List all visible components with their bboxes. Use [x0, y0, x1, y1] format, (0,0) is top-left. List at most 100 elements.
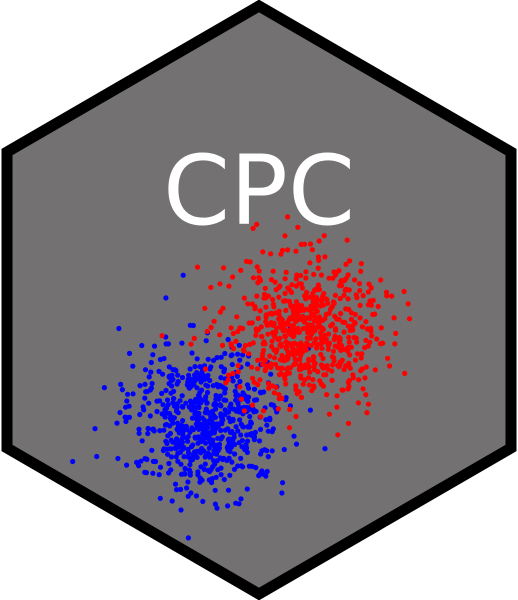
blue-point	[252, 429, 258, 435]
red-point	[221, 265, 227, 271]
red-point	[357, 302, 363, 308]
red-point	[276, 308, 282, 314]
red-point	[291, 362, 297, 368]
red-point	[357, 288, 363, 294]
blue-point	[238, 455, 244, 461]
red-point	[372, 367, 378, 373]
blue-point	[178, 486, 184, 492]
red-point	[268, 277, 275, 283]
blue-point	[236, 342, 242, 348]
red-point	[240, 325, 246, 332]
red-point	[352, 357, 358, 363]
blue-point	[181, 454, 187, 460]
blue-point	[193, 493, 199, 499]
blue-point	[199, 387, 205, 393]
red-point	[245, 301, 251, 307]
red-point	[322, 316, 328, 322]
red-point	[307, 294, 313, 300]
red-point	[338, 347, 344, 353]
red-point	[230, 330, 236, 337]
red-point	[307, 241, 314, 247]
blue-point	[225, 336, 231, 343]
red-point	[271, 355, 278, 361]
red-point	[320, 363, 326, 369]
red-point	[246, 351, 252, 357]
red-point	[323, 372, 329, 378]
blue-point	[236, 501, 242, 507]
blue-point	[186, 385, 192, 391]
blue-point	[200, 431, 206, 437]
blue-point	[228, 437, 234, 443]
red-point	[290, 322, 296, 328]
red-point	[286, 287, 293, 293]
red-point	[322, 332, 328, 338]
blue-point	[221, 369, 227, 375]
blue-point	[117, 409, 123, 416]
red-point	[294, 272, 300, 278]
red-point	[277, 335, 283, 341]
red-point	[276, 392, 282, 398]
blue-point	[283, 395, 289, 401]
blue-point	[166, 381, 172, 387]
red-point	[262, 285, 268, 291]
red-point	[311, 271, 317, 277]
red-point	[241, 348, 247, 354]
blue-point	[231, 466, 238, 472]
red-point	[296, 367, 302, 373]
red-point	[318, 351, 324, 358]
red-point	[283, 269, 289, 275]
red-point	[314, 301, 320, 307]
blue-point	[149, 380, 155, 387]
blue-point	[246, 385, 252, 391]
red-point	[303, 362, 309, 368]
red-point	[270, 301, 276, 307]
red-point	[246, 320, 252, 326]
red-point	[258, 324, 264, 330]
red-point	[365, 302, 371, 308]
red-point	[293, 276, 299, 282]
blue-point	[187, 322, 193, 328]
blue-point	[195, 392, 202, 398]
blue-point	[322, 446, 328, 452]
blue-point	[203, 409, 209, 416]
blue-point	[307, 407, 313, 413]
red-point	[282, 333, 288, 339]
blue-point	[207, 417, 213, 423]
red-point	[347, 327, 353, 333]
blue-point	[150, 458, 156, 464]
red-point	[326, 275, 332, 281]
blue-point	[197, 475, 203, 481]
red-point	[300, 326, 306, 332]
red-point	[363, 319, 369, 325]
blue-point	[164, 421, 170, 428]
red-point	[355, 400, 361, 406]
blue-point	[147, 387, 153, 393]
blue-point	[141, 407, 147, 413]
blue-point	[251, 386, 258, 392]
red-point	[233, 338, 239, 344]
red-point	[365, 343, 371, 349]
blue-point	[189, 415, 196, 421]
red-point	[330, 348, 337, 354]
red-point	[325, 342, 332, 349]
red-point	[293, 387, 299, 393]
red-point	[332, 327, 339, 333]
blue-point	[221, 476, 227, 483]
blue-point	[197, 364, 203, 370]
blue-point	[187, 462, 193, 468]
red-point	[364, 326, 370, 332]
red-point	[329, 377, 335, 383]
red-point	[228, 325, 234, 331]
red-point	[318, 272, 324, 278]
red-point	[261, 291, 268, 297]
red-point	[243, 258, 249, 264]
red-point	[392, 341, 398, 347]
red-point	[237, 384, 243, 390]
blue-point	[179, 403, 185, 410]
blue-point	[165, 433, 171, 439]
red-point	[286, 425, 293, 431]
red-point	[337, 295, 343, 302]
blue-point	[166, 364, 172, 370]
blue-point	[123, 404, 129, 410]
red-point	[393, 330, 399, 336]
